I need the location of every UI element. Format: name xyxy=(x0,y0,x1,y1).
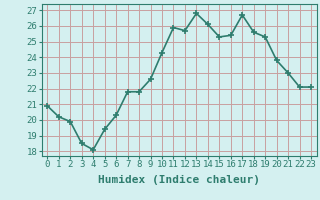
X-axis label: Humidex (Indice chaleur): Humidex (Indice chaleur) xyxy=(98,175,260,185)
